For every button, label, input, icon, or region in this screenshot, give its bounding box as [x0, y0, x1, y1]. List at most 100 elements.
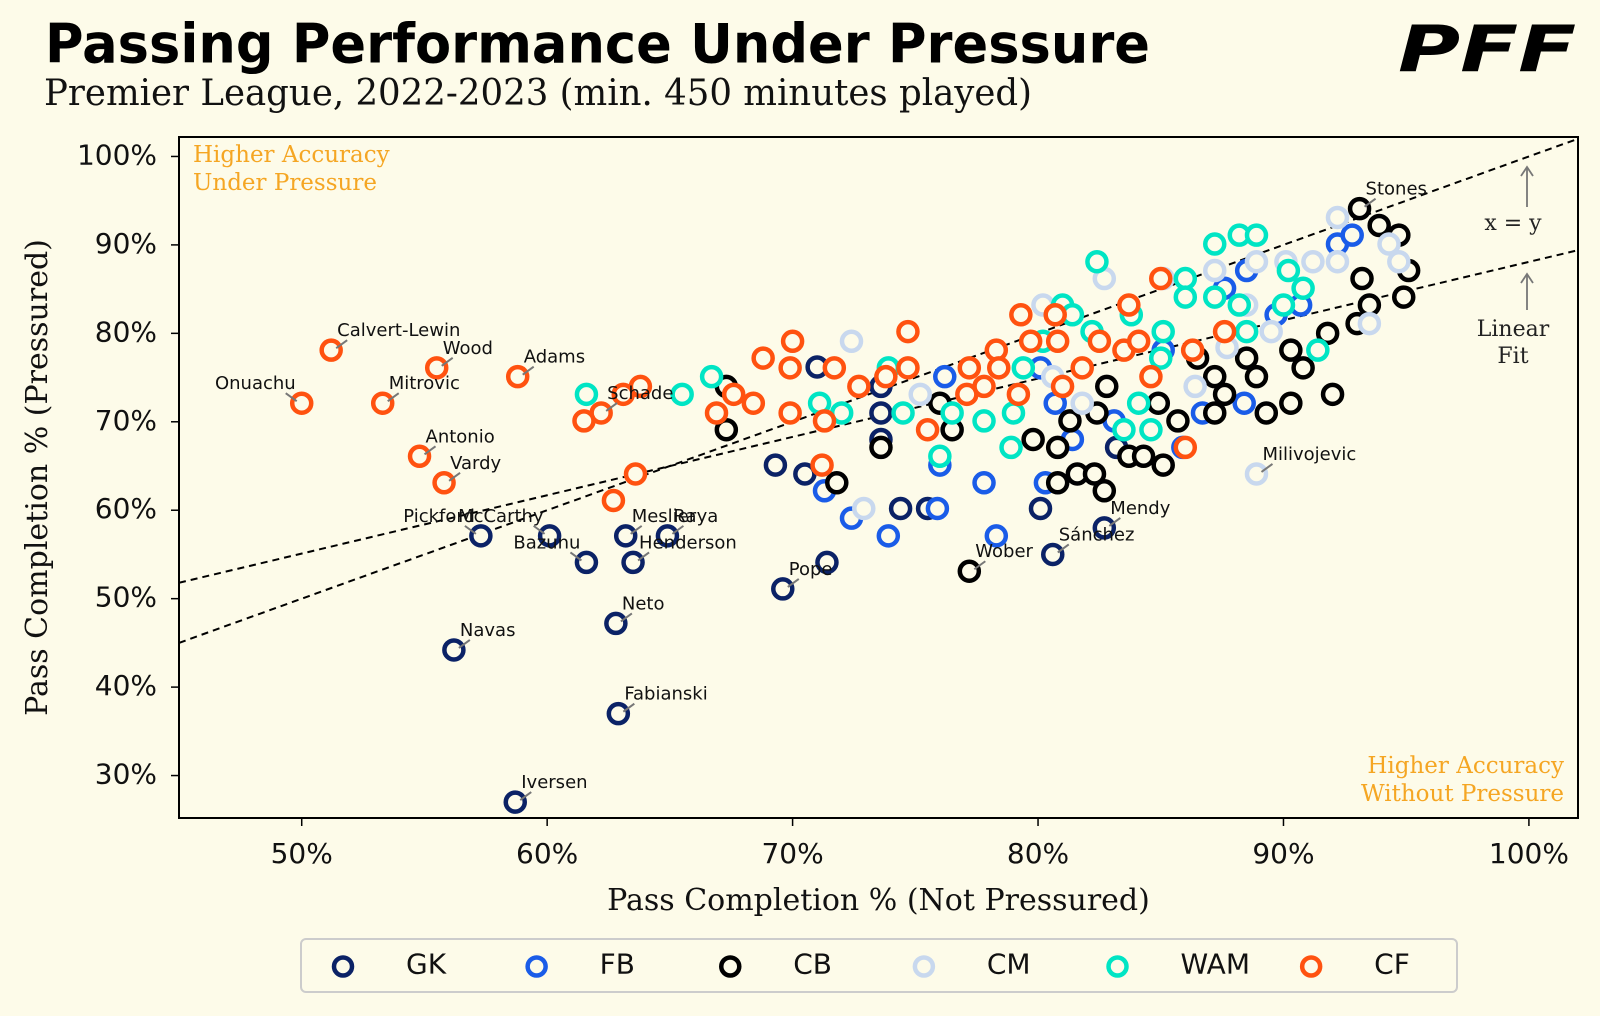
y-tick-label: 50% [95, 581, 157, 614]
point [1232, 391, 1256, 415]
y-tick-label: 60% [95, 492, 157, 525]
legend-label: GK [406, 948, 447, 981]
point [574, 382, 599, 407]
point [1340, 223, 1364, 247]
reference-arrow-head [1520, 165, 1534, 177]
point [1082, 462, 1107, 486]
reference-label: Linear Fit [1476, 317, 1550, 369]
label-arrow [620, 612, 633, 623]
point [915, 417, 940, 442]
point-label: Bazunu [513, 532, 580, 553]
label-arrow [1260, 463, 1274, 473]
point [1006, 382, 1031, 407]
point [812, 409, 837, 433]
point-label: Antonio [426, 426, 495, 447]
point [1045, 471, 1070, 495]
point [925, 496, 950, 521]
point [1203, 285, 1227, 309]
legend-marker [525, 955, 548, 978]
point [655, 524, 680, 548]
point-label: Mendy [1110, 498, 1170, 519]
x-tick-label: 60% [516, 837, 578, 870]
label-arrow [519, 791, 532, 801]
y-tick-label: 70% [95, 404, 157, 437]
point [1126, 329, 1151, 354]
label-arrow [569, 551, 583, 562]
point [891, 401, 915, 425]
label-arrow [533, 525, 546, 535]
point [1149, 346, 1173, 370]
label-arrow [1108, 517, 1121, 527]
point [613, 524, 638, 548]
point [289, 391, 314, 415]
point [621, 550, 645, 575]
point [1011, 356, 1036, 380]
point [1325, 249, 1350, 274]
point [1279, 391, 1303, 415]
point [874, 364, 898, 389]
point [1018, 329, 1043, 354]
point [1095, 374, 1119, 399]
point [869, 435, 893, 460]
label-arrow [448, 471, 461, 482]
point [704, 401, 729, 425]
x-tick-label: 90% [1252, 837, 1314, 870]
annotation: Higher Accuracy Under Pressure [193, 142, 390, 196]
point [1350, 266, 1374, 291]
label-arrow [1057, 543, 1070, 554]
legend-label: FB [600, 948, 635, 981]
point [1139, 364, 1163, 389]
point-label: Milivojevic [1262, 444, 1356, 465]
x-axis-label: Pass Completion % (Not Pressured) [607, 883, 1150, 918]
point [572, 409, 596, 433]
point [1234, 346, 1259, 370]
point [623, 462, 648, 486]
label-arrow [522, 365, 535, 376]
label-arrow [335, 339, 348, 349]
chart-subtitle: Premier League, 2022-2023 (min. 450 minu… [44, 73, 1032, 114]
label-arrow [671, 525, 685, 535]
point [896, 319, 920, 344]
point [847, 374, 871, 399]
label-arrow [622, 702, 635, 713]
legend-marker [719, 955, 742, 978]
point [987, 356, 1011, 380]
point [896, 356, 920, 380]
point [1070, 356, 1094, 380]
point [1325, 205, 1350, 230]
point-label: Calvert-Lewin [337, 320, 460, 341]
point-label: Neto [622, 593, 665, 614]
point-label: Onuachu [215, 373, 296, 394]
point [1259, 319, 1283, 344]
legend-label: CM [987, 948, 1031, 981]
point [972, 409, 996, 433]
point [869, 401, 893, 425]
point [984, 524, 1009, 548]
point [999, 435, 1023, 460]
legend-label: CF [1374, 948, 1410, 981]
point [778, 356, 802, 380]
point [432, 471, 456, 495]
y-tick-label: 90% [95, 227, 157, 260]
point [1139, 417, 1163, 442]
point [1045, 329, 1070, 354]
point [1146, 391, 1171, 415]
x-tick-label: 80% [1007, 837, 1069, 870]
point [1070, 391, 1094, 415]
point-label: Adams [524, 347, 585, 368]
label-arrow [787, 578, 800, 588]
point [1050, 374, 1075, 399]
point [751, 346, 775, 370]
point [1357, 311, 1382, 336]
point [1387, 249, 1411, 274]
legend-marker [1299, 955, 1323, 978]
point [763, 453, 788, 477]
point [1212, 382, 1237, 407]
legend-label: WAM [1181, 948, 1250, 981]
point [1320, 382, 1345, 407]
point [370, 391, 395, 415]
point [1087, 329, 1112, 354]
reference-label: x = y [1484, 211, 1542, 236]
chart-title: Passing Performance Under Pressure [45, 13, 1150, 76]
